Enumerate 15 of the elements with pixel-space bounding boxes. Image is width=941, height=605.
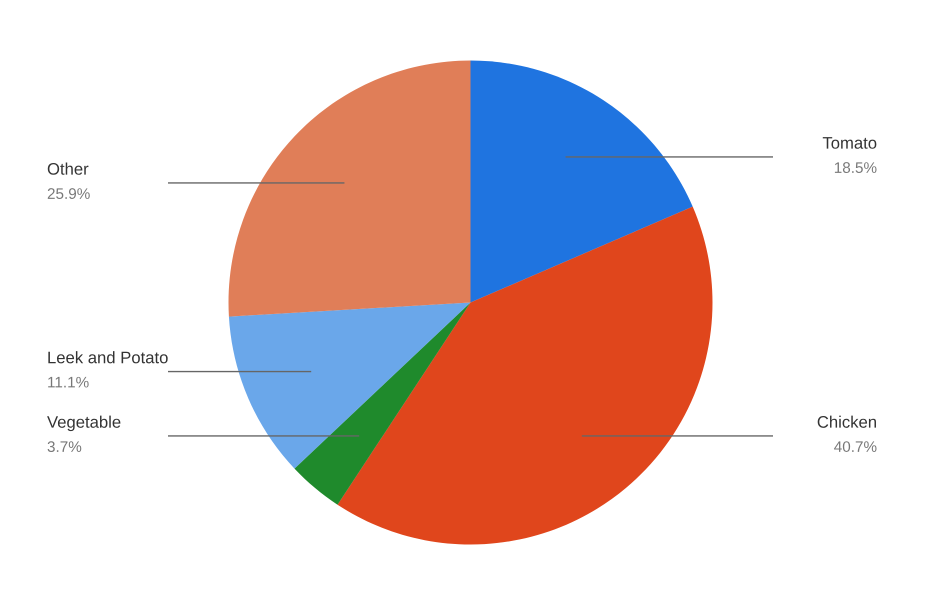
slice-label: Leek and Potato: [48, 351, 168, 364]
pie-slice: [294, 302, 470, 505]
data-label: 40.7%: [834, 441, 877, 452]
pie-slice: [338, 206, 712, 544]
data-label: 18.5%: [834, 162, 877, 173]
slice-label: Vegetable: [47, 416, 120, 432]
slice-label: Other: [48, 162, 88, 175]
pie-slice: [470, 60, 693, 302]
slice-label: Chicken: [818, 416, 876, 428]
pie-slice: [228, 60, 470, 317]
slice-label: Tomato: [822, 137, 876, 149]
data-label: 25.9%: [48, 188, 90, 199]
data-label: 11.1%: [48, 376, 89, 388]
pie-slice: [228, 302, 470, 469]
data-label: 3.7%: [48, 441, 82, 452]
